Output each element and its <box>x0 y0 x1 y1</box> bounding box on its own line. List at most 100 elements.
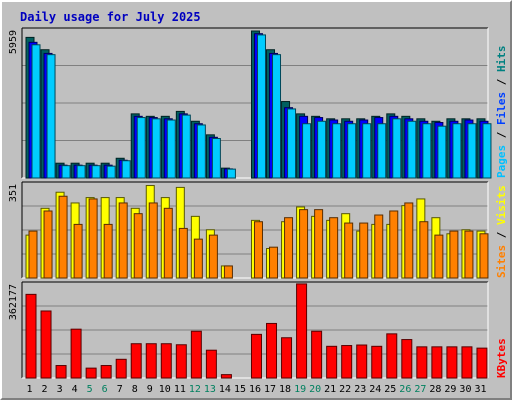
bar-sites-day-24 <box>374 214 384 279</box>
bar-sites-day-18 <box>284 217 294 279</box>
bar-pages-day-25 <box>392 118 402 179</box>
bar-pages-day-30 <box>467 123 477 179</box>
legend-bottom: KBytes <box>495 338 508 378</box>
bar-sites-day-5 <box>88 198 98 279</box>
legend-label: Files <box>495 92 508 125</box>
bar-pages-day-29 <box>452 123 462 179</box>
x-tick-day-14: 14 <box>219 384 231 395</box>
x-tick-day-9: 9 <box>147 384 153 395</box>
bar-kbytes-day-26 <box>401 339 413 379</box>
y-max-label-top: 5959 <box>8 30 19 54</box>
x-tick-day-10: 10 <box>159 384 171 395</box>
bar-sites-day-27 <box>419 221 429 279</box>
bar-pages-day-10 <box>166 119 176 179</box>
x-tick-day-22: 22 <box>339 384 351 395</box>
x-tick-day-26: 26 <box>399 384 411 395</box>
bar-pages-day-13 <box>211 138 221 179</box>
bar-sites-day-29 <box>449 230 459 279</box>
bar-pages-day-8 <box>136 117 146 179</box>
bar-sites-day-2 <box>43 210 53 279</box>
x-tick-day-24: 24 <box>369 384 381 395</box>
x-tick-day-12: 12 <box>189 384 201 395</box>
bar-sites-day-8 <box>133 213 143 279</box>
x-tick-day-4: 4 <box>72 384 78 395</box>
bar-sites-day-20 <box>314 209 324 279</box>
legend-label: / <box>495 125 508 145</box>
bar-sites-day-12 <box>193 238 203 279</box>
bar-sites-day-7 <box>118 202 128 279</box>
x-tick-day-25: 25 <box>384 384 396 395</box>
x-tick-day-23: 23 <box>354 384 366 395</box>
bar-pages-day-7 <box>121 160 131 179</box>
bar-pages-day-19 <box>302 123 312 179</box>
y-max-label-bottom: 362177 <box>8 284 19 320</box>
bar-kbytes-day-19 <box>296 283 308 379</box>
bar-kbytes-day-24 <box>371 345 383 379</box>
x-tick-day-19: 19 <box>294 384 306 395</box>
bar-kbytes-day-12 <box>190 330 202 379</box>
bar-pages-day-11 <box>181 114 191 179</box>
legend-middle: Sites / Visits <box>495 185 508 278</box>
x-tick-day-31: 31 <box>474 384 486 395</box>
bar-sites-day-16 <box>253 221 263 279</box>
bar-kbytes-day-21 <box>326 345 338 379</box>
legend-label: / <box>495 225 508 245</box>
legend-top: Pages / Files / Hits <box>495 46 508 179</box>
bar-kbytes-day-8 <box>130 343 142 379</box>
x-tick-day-8: 8 <box>132 384 138 395</box>
bar-sites-day-9 <box>148 202 158 279</box>
x-tick-day-2: 2 <box>42 384 48 395</box>
x-tick-day-15: 15 <box>234 384 246 395</box>
x-tick-day-13: 13 <box>204 384 216 395</box>
bar-kbytes-day-16 <box>250 333 262 379</box>
x-tick-day-7: 7 <box>117 384 123 395</box>
x-tick-day-18: 18 <box>279 384 291 395</box>
bar-pages-day-28 <box>437 125 447 179</box>
bar-pages-day-2 <box>46 54 56 179</box>
bar-kbytes-day-10 <box>160 343 172 379</box>
bar-sites-day-1 <box>28 230 38 279</box>
bar-sites-day-13 <box>208 234 218 279</box>
bar-kbytes-day-11 <box>175 344 187 379</box>
bar-kbytes-day-27 <box>416 346 428 379</box>
bar-kbytes-day-28 <box>431 346 443 379</box>
x-tick-day-17: 17 <box>264 384 276 395</box>
bar-pages-day-16 <box>256 34 266 179</box>
bar-sites-day-30 <box>464 230 474 279</box>
bar-kbytes-day-17 <box>266 322 278 379</box>
bar-kbytes-day-2 <box>40 310 52 379</box>
bar-pages-day-14 <box>226 168 236 179</box>
bar-sites-day-31 <box>479 233 489 279</box>
legend-label: Sites <box>495 245 508 278</box>
x-tick-day-28: 28 <box>429 384 441 395</box>
bar-sites-day-14 <box>223 265 233 279</box>
bar-kbytes-day-31 <box>476 347 488 379</box>
bar-kbytes-day-30 <box>461 346 473 379</box>
bar-pages-day-18 <box>287 108 297 179</box>
bar-kbytes-day-23 <box>356 344 368 379</box>
bar-sites-day-28 <box>434 234 444 279</box>
bar-kbytes-day-3 <box>55 365 67 379</box>
x-tick-day-5: 5 <box>87 384 93 395</box>
x-tick-day-27: 27 <box>414 384 426 395</box>
bar-kbytes-day-29 <box>446 346 458 379</box>
bar-pages-day-31 <box>482 123 492 179</box>
bar-pages-day-3 <box>61 165 71 179</box>
legend-label: Hits <box>495 46 508 73</box>
x-tick-day-20: 20 <box>309 384 321 395</box>
bar-pages-day-23 <box>362 123 372 179</box>
bar-pages-day-22 <box>347 123 357 179</box>
legend-label: Visits <box>495 185 508 225</box>
bar-pages-day-20 <box>317 120 327 179</box>
bar-pages-day-4 <box>76 165 86 179</box>
x-tick-day-30: 30 <box>459 384 471 395</box>
bar-sites-day-4 <box>73 223 83 279</box>
bar-pages-day-12 <box>196 124 206 179</box>
bar-sites-day-23 <box>359 222 369 279</box>
bar-kbytes-day-20 <box>311 330 323 379</box>
bar-kbytes-day-1 <box>25 293 37 379</box>
bar-pages-day-27 <box>422 123 432 179</box>
bar-sites-day-10 <box>163 207 173 279</box>
bar-kbytes-day-13 <box>205 349 217 379</box>
